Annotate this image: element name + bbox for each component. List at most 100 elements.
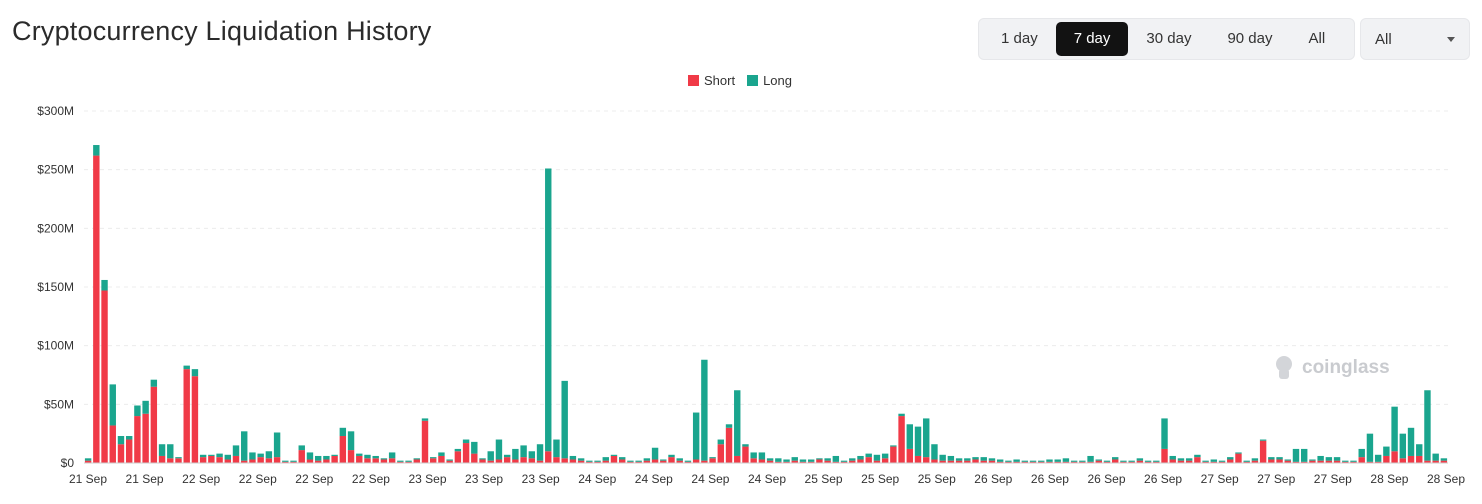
- bar-short[interactable]: [199, 457, 207, 463]
- bar-short[interactable]: [766, 460, 774, 463]
- bar-long[interactable]: [791, 457, 798, 461]
- bar-short[interactable]: [224, 459, 231, 463]
- bar-short[interactable]: [635, 461, 642, 463]
- bar-short[interactable]: [282, 461, 289, 463]
- bar-long[interactable]: [175, 457, 182, 459]
- bar-short[interactable]: [1309, 460, 1316, 463]
- bar-short[interactable]: [791, 460, 798, 463]
- bar-long[interactable]: [93, 145, 100, 156]
- bar-short[interactable]: [594, 461, 601, 463]
- bar-short[interactable]: [660, 460, 667, 463]
- bar-short[interactable]: [610, 455, 618, 463]
- bar-long[interactable]: [651, 447, 659, 460]
- bar-long[interactable]: [931, 444, 938, 460]
- bar-short[interactable]: [471, 453, 478, 463]
- bar-short[interactable]: [1103, 461, 1111, 463]
- bar-long[interactable]: [413, 458, 420, 460]
- bar-long[interactable]: [1136, 458, 1144, 461]
- bar-short[interactable]: [356, 455, 363, 463]
- bar-long[interactable]: [824, 458, 831, 461]
- range-30-day-button[interactable]: 30 day: [1146, 30, 1192, 47]
- bar-short[interactable]: [405, 461, 412, 463]
- bar-long[interactable]: [1054, 459, 1061, 462]
- bar-short[interactable]: [1358, 457, 1365, 463]
- bar-long[interactable]: [1251, 458, 1259, 461]
- bar-short[interactable]: [849, 460, 856, 463]
- bar-short[interactable]: [125, 439, 133, 463]
- bar-long[interactable]: [109, 384, 116, 426]
- bar-long[interactable]: [1374, 454, 1382, 462]
- bar-short[interactable]: [890, 446, 897, 463]
- bar-long[interactable]: [1227, 457, 1234, 460]
- bar-short[interactable]: [495, 459, 503, 463]
- bar-short[interactable]: [1210, 461, 1218, 463]
- bar-long[interactable]: [306, 452, 314, 460]
- bar-short[interactable]: [1268, 459, 1275, 463]
- bar-short[interactable]: [191, 376, 199, 463]
- bar-short[interactable]: [241, 460, 248, 463]
- bar-long[interactable]: [1079, 460, 1086, 462]
- bar-short[interactable]: [824, 460, 831, 463]
- bar-short[interactable]: [454, 451, 462, 463]
- bar-long[interactable]: [668, 454, 675, 458]
- bar-short[interactable]: [775, 461, 782, 463]
- bar-long[interactable]: [1407, 427, 1415, 456]
- bar-short[interactable]: [561, 458, 568, 463]
- bar-short[interactable]: [331, 455, 338, 463]
- bar-long[interactable]: [610, 454, 618, 456]
- bar-short[interactable]: [1136, 460, 1144, 463]
- coin-select-dropdown[interactable]: All: [1360, 18, 1470, 60]
- bar-short[interactable]: [265, 458, 273, 463]
- bar-short[interactable]: [347, 450, 355, 463]
- bar-long[interactable]: [479, 458, 486, 460]
- bar-long[interactable]: [388, 452, 396, 459]
- range-7-day-button[interactable]: 7 day: [1055, 22, 1129, 56]
- bar-long[interactable]: [857, 455, 864, 460]
- bar-long[interactable]: [512, 448, 519, 460]
- bar-short[interactable]: [1317, 460, 1324, 463]
- bar-short[interactable]: [1070, 461, 1078, 463]
- bar-short[interactable]: [101, 290, 108, 463]
- bar-short[interactable]: [1202, 461, 1209, 463]
- bar-long[interactable]: [1005, 460, 1012, 462]
- bar-short[interactable]: [569, 459, 577, 463]
- bar-short[interactable]: [1161, 448, 1168, 463]
- bar-long[interactable]: [577, 458, 585, 461]
- bar-long[interactable]: [298, 445, 305, 451]
- bar-long[interactable]: [216, 453, 223, 458]
- bar-long[interactable]: [1070, 460, 1078, 462]
- bar-short[interactable]: [1366, 461, 1374, 463]
- bar-long[interactable]: [101, 279, 108, 291]
- bar-short[interactable]: [1062, 461, 1070, 463]
- bar-long[interactable]: [438, 452, 445, 456]
- bar-short[interactable]: [298, 450, 305, 463]
- bar-short[interactable]: [701, 460, 708, 463]
- range-1-day-button[interactable]: 1 day: [1001, 30, 1038, 47]
- bar-short[interactable]: [955, 460, 963, 463]
- bar-short[interactable]: [290, 461, 297, 463]
- bar-long[interactable]: [232, 445, 240, 456]
- bar-short[interactable]: [273, 457, 281, 463]
- bar-short[interactable]: [364, 458, 371, 463]
- bar-long[interactable]: [1112, 457, 1119, 460]
- bar-short[interactable]: [1087, 461, 1094, 463]
- bar-long[interactable]: [1046, 459, 1053, 462]
- bar-long[interactable]: [750, 452, 757, 459]
- bar-long[interactable]: [265, 451, 273, 459]
- bar-long[interactable]: [734, 390, 741, 456]
- bar-long[interactable]: [1350, 460, 1357, 462]
- bar-long[interactable]: [1194, 454, 1201, 458]
- bar-short[interactable]: [84, 460, 92, 463]
- bar-short[interactable]: [545, 451, 552, 463]
- bar-long[interactable]: [881, 453, 889, 459]
- bar-short[interactable]: [1350, 461, 1357, 463]
- bar-long[interactable]: [684, 460, 692, 462]
- bar-long[interactable]: [1268, 457, 1275, 460]
- bar-long[interactable]: [1029, 460, 1037, 462]
- bar-short[interactable]: [988, 460, 996, 463]
- bar-long[interactable]: [709, 457, 716, 459]
- bar-long[interactable]: [1087, 455, 1094, 462]
- bar-long[interactable]: [1218, 460, 1226, 462]
- bar-short[interactable]: [1194, 457, 1201, 463]
- bar-short[interactable]: [577, 460, 585, 463]
